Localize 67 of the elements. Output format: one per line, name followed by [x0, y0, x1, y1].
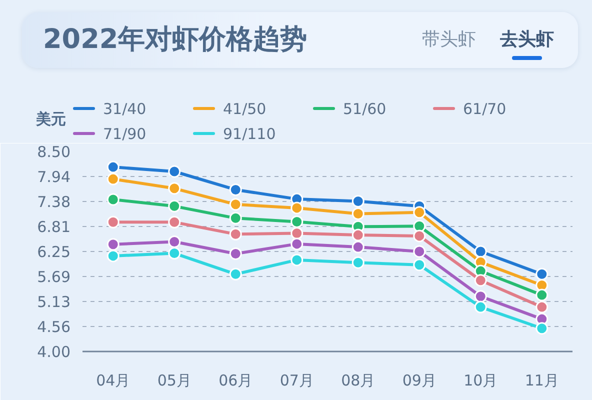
point: [290, 254, 304, 266]
legend-label: 31/40: [103, 99, 146, 119]
point: [106, 238, 120, 251]
point: [474, 245, 487, 258]
point: [229, 268, 242, 280]
text: 带头虾: [422, 29, 476, 51]
point: [168, 235, 181, 248]
point: [352, 240, 364, 254]
point: [413, 258, 426, 272]
point: [474, 274, 487, 287]
point: [106, 172, 120, 186]
point: [290, 215, 304, 228]
y-tick-label: 7.94: [37, 168, 71, 186]
y-tick-label: 6.25: [37, 243, 71, 261]
point: [229, 247, 242, 260]
point: [290, 227, 304, 240]
point: [106, 160, 120, 174]
x-tick-label: 04月: [96, 372, 130, 390]
text: 去头虾: [500, 29, 554, 51]
point: [536, 300, 548, 314]
point: [290, 238, 304, 250]
point: [106, 193, 120, 206]
point: [229, 212, 242, 224]
y-tick-label: 5.13: [37, 293, 71, 311]
x-tick-label: 11月: [524, 372, 559, 390]
y-tick-label: 7.38: [37, 193, 71, 211]
point: [352, 228, 364, 242]
point: [474, 300, 487, 314]
point: [168, 200, 181, 212]
legend-label: 61/70: [463, 99, 506, 119]
point: [413, 206, 426, 219]
point: [290, 202, 304, 214]
point: [352, 207, 364, 220]
point: [536, 288, 548, 302]
legend-label: 91/110: [223, 124, 276, 144]
point: [229, 183, 242, 196]
point: [168, 216, 181, 228]
legend-label: 51/60: [343, 99, 386, 119]
y-axis-title: 美元: [36, 109, 66, 129]
y-tick-label: 4.56: [37, 318, 71, 336]
x-tick-label: 07月: [280, 372, 314, 390]
x-tick-label: 09月: [402, 372, 436, 390]
legend-label: 41/50: [223, 99, 266, 119]
point: [168, 165, 181, 178]
x-tick-label: 10月: [464, 372, 498, 390]
x-tick-label: 06月: [218, 372, 253, 390]
point: [413, 245, 426, 258]
y-tick-label: 8.50: [37, 143, 71, 161]
point: [352, 195, 364, 208]
chart-title: 2022年对虾价格趋势: [43, 23, 308, 57]
point: [536, 268, 548, 280]
point: [536, 322, 548, 335]
x-tick-label: 08月: [341, 372, 376, 390]
y-tick-label: 5.69: [37, 268, 71, 286]
point: [229, 198, 242, 211]
point: [352, 256, 364, 269]
legend-label: 71/90: [103, 124, 146, 144]
y-tick-label: 6.81: [37, 218, 71, 236]
x-tick-label: 05月: [157, 372, 192, 390]
y-tick-label: 4.00: [37, 343, 71, 361]
point: [106, 250, 120, 262]
point: [168, 247, 181, 260]
point: [168, 182, 181, 195]
point: [106, 216, 120, 228]
point: [474, 290, 487, 303]
point: [413, 230, 426, 242]
point: [229, 228, 242, 240]
